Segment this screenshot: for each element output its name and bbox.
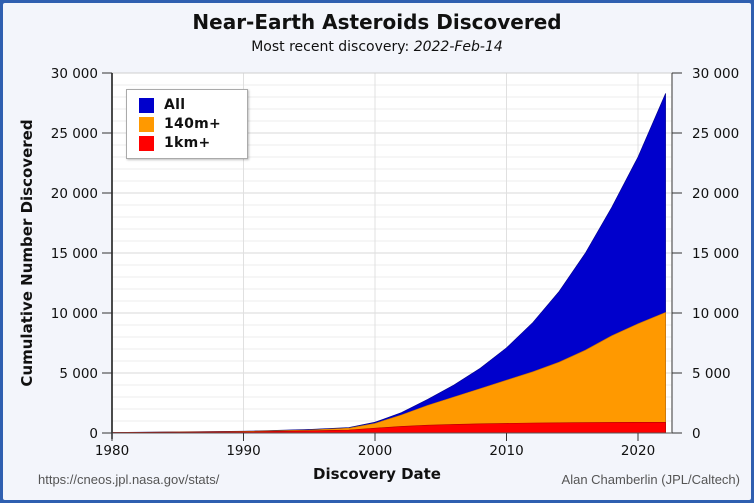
area-140m	[111, 311, 666, 434]
y-tick-label: 25 000	[51, 126, 98, 142]
y-tick-label: 5 000	[59, 366, 98, 382]
legend-label-all: All	[164, 97, 186, 113]
y-tick-label: 0	[89, 426, 98, 442]
legend-item-all: All	[139, 96, 185, 114]
y-tick-label-right: 25 000	[692, 126, 739, 142]
area-all	[111, 93, 666, 434]
chart-title: Near-Earth Asteroids Discovered	[192, 10, 562, 34]
x-tick-label: 1990	[226, 443, 260, 459]
legend: All 140m+ 1km+	[126, 89, 248, 159]
y-axis-label: Cumulative Number Discovered	[18, 119, 36, 386]
area-1km	[111, 422, 666, 434]
x-tick-label: 2010	[489, 443, 523, 459]
legend-swatch-1km	[139, 135, 154, 151]
x-axis-label: Discovery Date	[313, 465, 441, 483]
legend-swatch-all	[139, 97, 154, 113]
subtitle-date: 2022-Feb-14	[413, 39, 503, 55]
x-tick-label: 1980	[95, 443, 129, 459]
legend-item-1km: 1km+	[139, 134, 211, 152]
x-tick-label: 2000	[358, 443, 392, 459]
y-tick-label-right: 20 000	[692, 186, 739, 202]
axes: 0 5 000 10 000 15 000 20 000 25 000 30 000 0 5 0…	[51, 66, 740, 459]
y-tick-label: 10 000	[51, 306, 98, 322]
chart-subtitle: Most recent discovery: 2022-Feb-14	[0, 39, 754, 55]
legend-label-1km: 1km+	[164, 135, 211, 151]
y-tick-label: 30 000	[51, 66, 98, 82]
subtitle-prefix: Most recent discovery:	[251, 39, 414, 55]
x-tick-label: 2020	[621, 443, 655, 459]
legend-swatch-140m	[139, 116, 154, 132]
source-url[interactable]: https://cneos.jpl.nasa.gov/stats/	[38, 472, 220, 487]
y-tick-label-right: 30 000	[692, 66, 739, 82]
y-tick-label: 20 000	[51, 186, 98, 202]
y-tick-label-right: 5 000	[692, 366, 731, 382]
y-tick-label: 15 000	[51, 246, 98, 262]
legend-item-140m: 140m+	[139, 115, 221, 133]
data-areas	[111, 93, 666, 434]
y-tick-label-right: 10 000	[692, 306, 739, 322]
legend-label-140m: 140m+	[164, 116, 222, 132]
credit-text: Alan Chamberlin (JPL/Caltech)	[561, 472, 740, 487]
y-tick-label-right: 15 000	[692, 246, 739, 262]
y-tick-label-right: 0	[692, 426, 701, 442]
